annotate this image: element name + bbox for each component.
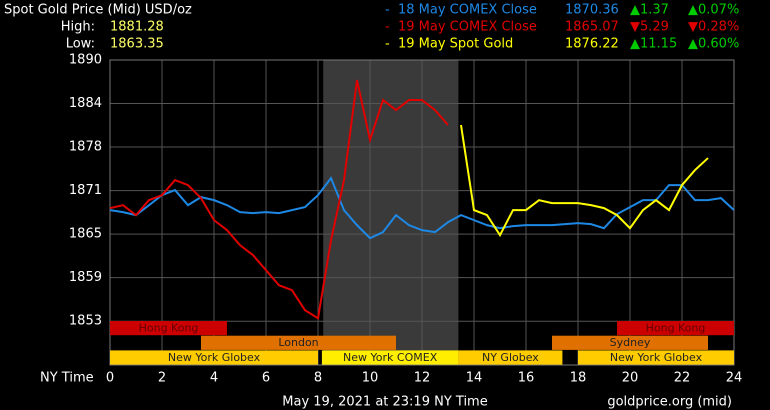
y-tick-label: 1853 bbox=[69, 314, 102, 329]
x-tick-label: 18 bbox=[570, 371, 587, 386]
y-tick-label: 1871 bbox=[69, 183, 102, 198]
legend-name: 18 May COMEX Close bbox=[398, 3, 537, 18]
low-value: 1863.35 bbox=[110, 37, 164, 52]
chart-title: Spot Gold Price (Mid) USD/oz bbox=[4, 3, 192, 18]
high-label: High: bbox=[61, 20, 95, 35]
price-line bbox=[460, 124, 709, 238]
legend-change: ▲1.37 bbox=[630, 3, 669, 18]
y-tick-label: 1865 bbox=[69, 227, 102, 242]
session-bar bbox=[578, 350, 734, 365]
session-bar bbox=[110, 321, 227, 336]
session-label: New York Globex bbox=[610, 351, 703, 364]
legend-change-pct: ▲0.60% bbox=[688, 37, 739, 52]
session-label: New York COMEX bbox=[343, 351, 438, 364]
session-bar bbox=[617, 321, 734, 336]
legend-change: ▲11.15 bbox=[630, 37, 677, 52]
x-axis-title: NY Time bbox=[40, 371, 94, 386]
x-tick-label: 20 bbox=[622, 371, 639, 386]
legend-change-pct: ▲0.07% bbox=[688, 3, 739, 18]
session-label: Hong Kong bbox=[139, 322, 199, 335]
session-bar bbox=[552, 335, 708, 350]
y-tick-label: 1890 bbox=[69, 53, 102, 68]
legend-change: ▼5.29 bbox=[630, 20, 669, 35]
session-bar bbox=[458, 350, 563, 365]
x-tick-label: 10 bbox=[362, 371, 379, 386]
source: goldprice.org (mid) bbox=[607, 395, 732, 410]
legend-dash: - bbox=[385, 3, 390, 18]
session-label: London bbox=[278, 336, 318, 349]
session-label: Sydney bbox=[610, 336, 651, 349]
plot-frame bbox=[109, 59, 735, 366]
session-bar bbox=[110, 350, 318, 365]
x-tick-label: 14 bbox=[466, 371, 483, 386]
x-tick-label: 22 bbox=[674, 371, 691, 386]
footer: May 19, 2021 at 23:19 NY Time bbox=[282, 395, 487, 410]
y-tick-label: 1878 bbox=[69, 140, 102, 155]
legend-dash: - bbox=[385, 20, 390, 35]
legend-close: 1870.36 bbox=[565, 3, 619, 18]
low-label: Low: bbox=[66, 37, 95, 52]
legend-change-pct: ▼0.28% bbox=[688, 20, 739, 35]
lines bbox=[110, 79, 734, 320]
x-tick-label: 4 bbox=[210, 371, 218, 386]
y-tick-label: 1859 bbox=[69, 270, 102, 285]
high-value: 1881.28 bbox=[110, 20, 164, 35]
x-tick-label: 8 bbox=[314, 371, 322, 386]
session-label: New York Globex bbox=[168, 351, 261, 364]
x-tick-label: 12 bbox=[414, 371, 431, 386]
session-bar bbox=[201, 335, 396, 350]
legend-name: 19 May Spot Gold bbox=[398, 37, 513, 52]
x-tick-label: 0 bbox=[106, 371, 114, 386]
session-label: NY Globex bbox=[482, 351, 539, 364]
x-tick-label: 24 bbox=[726, 371, 743, 386]
session-bar bbox=[321, 350, 459, 365]
x-tick-label: 6 bbox=[262, 371, 270, 386]
x-tick-label: 16 bbox=[518, 371, 535, 386]
price-line bbox=[110, 79, 449, 320]
x-tick-label: 2 bbox=[158, 371, 166, 386]
legend-dash: - bbox=[385, 37, 390, 52]
price-line bbox=[110, 176, 734, 240]
legend-close: 1865.07 bbox=[565, 20, 619, 35]
session-label: Hong Kong bbox=[646, 322, 706, 335]
legend-close: 1876.22 bbox=[565, 37, 619, 52]
legend-name: 19 May COMEX Close bbox=[398, 20, 537, 35]
y-tick-label: 1884 bbox=[69, 96, 102, 111]
